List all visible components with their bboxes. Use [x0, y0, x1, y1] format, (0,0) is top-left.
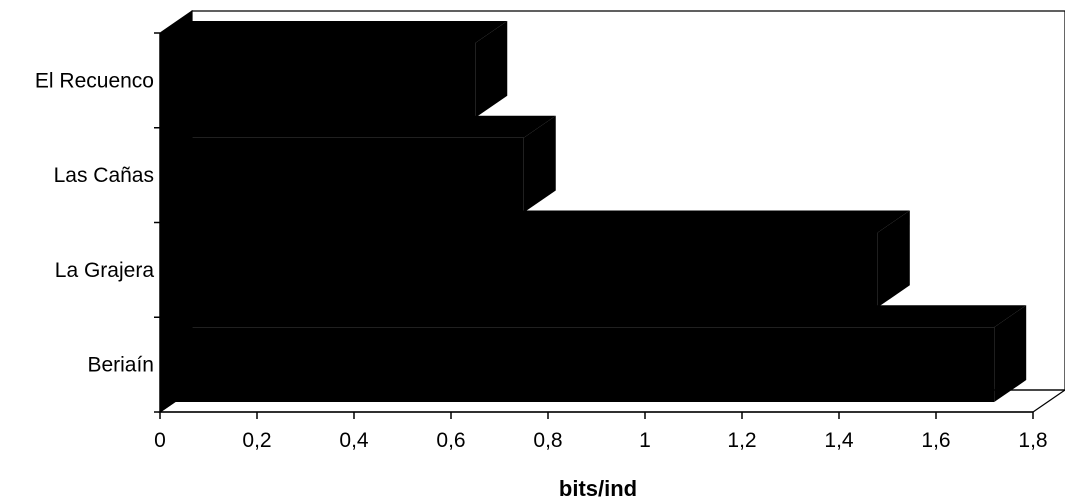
x-axis: 0 0,2 0,4 0,6 0,8 1 1,2 1,4 1,6 1,8	[154, 411, 1048, 452]
x-tick-label: 0,8	[533, 429, 562, 452]
x-tick-label: 1,4	[824, 429, 854, 452]
bar-side	[475, 20, 508, 118]
bars-group	[160, 20, 1027, 403]
bar-top	[160, 210, 910, 233]
y-axis: El Recuenco Las Cañas La Grajera Beriaín	[35, 32, 161, 413]
bar-beria-n	[160, 305, 1027, 403]
x-tick-label: 1,2	[727, 429, 756, 452]
bar-las-ca-as	[160, 115, 556, 213]
bar-front	[160, 137, 524, 213]
bar-el-recuenco	[160, 20, 508, 118]
x-tick-label: 1,6	[921, 429, 950, 452]
bar-top	[160, 20, 508, 43]
bar-front	[160, 327, 995, 403]
x-tick-label: 0,2	[242, 429, 271, 452]
bar-side	[877, 210, 910, 308]
bar-side	[994, 305, 1027, 403]
bar-side	[523, 115, 556, 213]
category-label: Las Cañas	[54, 164, 154, 187]
bar-la-grajera	[160, 210, 910, 308]
x-tick-label: 1	[639, 429, 651, 452]
bar-top	[160, 305, 1027, 328]
x-tick-label: 0	[154, 429, 166, 452]
bar-top	[160, 115, 556, 138]
bar-front	[160, 232, 878, 308]
x-tick-label: 1,8	[1018, 429, 1047, 452]
x-tick-label: 0,6	[436, 429, 465, 452]
x-axis-title: bits/ind	[559, 476, 637, 501]
bar-front	[160, 42, 476, 118]
category-label: Beriaín	[87, 354, 154, 377]
category-label: El Recuenco	[35, 69, 154, 92]
category-label: La Grajera	[55, 259, 155, 282]
x-tick-label: 0,4	[339, 429, 369, 452]
